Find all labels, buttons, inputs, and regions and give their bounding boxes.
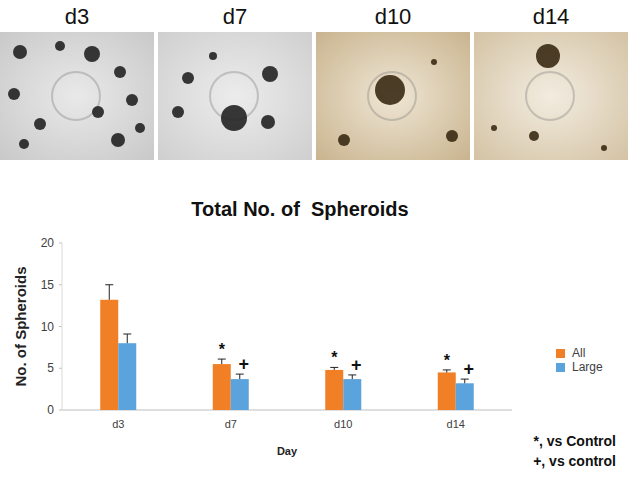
- spheroid-image: [262, 66, 278, 82]
- figure: d3 d7 d10 d14 Total No. of Spheroids 0 5 10 15 20…: [0, 0, 628, 481]
- annotation: *, vs Control: [534, 433, 616, 449]
- error-cap: [105, 284, 113, 285]
- spheroid-image: [135, 123, 145, 133]
- panel-background: [158, 32, 312, 160]
- y-tick-label: 0: [47, 403, 54, 417]
- spheroid-image: [446, 130, 458, 142]
- spheroid-image: [529, 131, 539, 141]
- significance-mark: +: [351, 355, 362, 375]
- annotation: +, vs control: [533, 453, 616, 469]
- spheroid-image: [536, 44, 560, 68]
- panel-ring: [368, 72, 416, 120]
- spheroid-image: [92, 106, 104, 118]
- x-tick-label: d10: [334, 418, 352, 430]
- legend-swatch: [556, 363, 565, 372]
- spheroid-image: [114, 66, 126, 78]
- x-tick-label: d3: [112, 418, 124, 430]
- panel-label: d3: [65, 4, 89, 29]
- error-cap: [218, 359, 226, 360]
- bar: [456, 383, 474, 410]
- error-bar: [221, 359, 222, 364]
- panel-label: d14: [533, 4, 570, 29]
- spheroid-image: [55, 41, 65, 51]
- error-bar: [109, 285, 110, 300]
- y-axis-line: [62, 243, 63, 410]
- spheroid-image: [111, 133, 125, 147]
- spheroid-image: [84, 46, 100, 62]
- error-bar: [352, 375, 353, 379]
- error-cap: [123, 334, 131, 335]
- panel-background: [474, 32, 628, 160]
- significance-mark: +: [463, 359, 474, 379]
- chart-title: Total No. of Spheroids: [191, 198, 408, 220]
- spheroid-image: [182, 72, 194, 84]
- panel-label: d10: [375, 4, 412, 29]
- panel-background: [0, 32, 154, 160]
- spheroid-image: [13, 45, 27, 59]
- bar: [343, 379, 361, 410]
- spheroid-image: [19, 139, 29, 149]
- spheroid-image: [261, 115, 275, 129]
- spheroid-image: [491, 125, 497, 131]
- spheroid-image: [221, 105, 247, 131]
- micrograph-panel: [474, 32, 628, 160]
- panel-ring: [526, 72, 574, 120]
- error-cap: [330, 367, 338, 368]
- error-cap: [443, 369, 451, 370]
- y-tick-label: 20: [41, 236, 55, 250]
- spheroid-image: [172, 106, 184, 118]
- x-tick-label: d7: [225, 418, 237, 430]
- significance-mark: *: [219, 341, 226, 358]
- micrograph-panel: [0, 32, 154, 160]
- panel-label: d7: [223, 4, 247, 29]
- error-bar: [127, 334, 128, 343]
- spheroid-image: [34, 118, 46, 130]
- significance-mark: +: [238, 354, 249, 374]
- plot-area: [100, 285, 474, 410]
- error-bar: [464, 379, 465, 383]
- legend-label: Large: [572, 360, 603, 374]
- error-bar: [239, 374, 240, 379]
- spheroid-image: [8, 88, 20, 100]
- significance-mark: *: [444, 352, 451, 369]
- spheroid-image: [126, 94, 138, 106]
- spheroid-image: [209, 52, 217, 60]
- bar: [231, 379, 249, 410]
- spheroid-image: [338, 134, 350, 146]
- bar: [100, 300, 118, 410]
- legend-swatch: [556, 349, 565, 358]
- panel-background: [316, 32, 470, 160]
- y-tick-label: 15: [41, 278, 55, 292]
- bar: [438, 372, 456, 410]
- legend-label: All: [572, 346, 585, 360]
- significance-mark: *: [331, 349, 338, 366]
- y-tick-label: 10: [41, 320, 55, 334]
- micrograph-panel: [158, 32, 312, 160]
- y-axis-label: No. of Spheroids: [12, 267, 29, 387]
- x-axis-label: Day: [277, 445, 298, 457]
- bar: [325, 370, 343, 410]
- y-tick-label: 5: [47, 361, 54, 375]
- spheroid-image: [375, 75, 405, 105]
- bar: [213, 364, 231, 410]
- bar: [118, 343, 136, 410]
- spheroid-image: [431, 59, 437, 65]
- spheroid-image: [601, 145, 607, 151]
- micrograph-panel: [316, 32, 470, 160]
- x-tick-label: d14: [447, 418, 465, 430]
